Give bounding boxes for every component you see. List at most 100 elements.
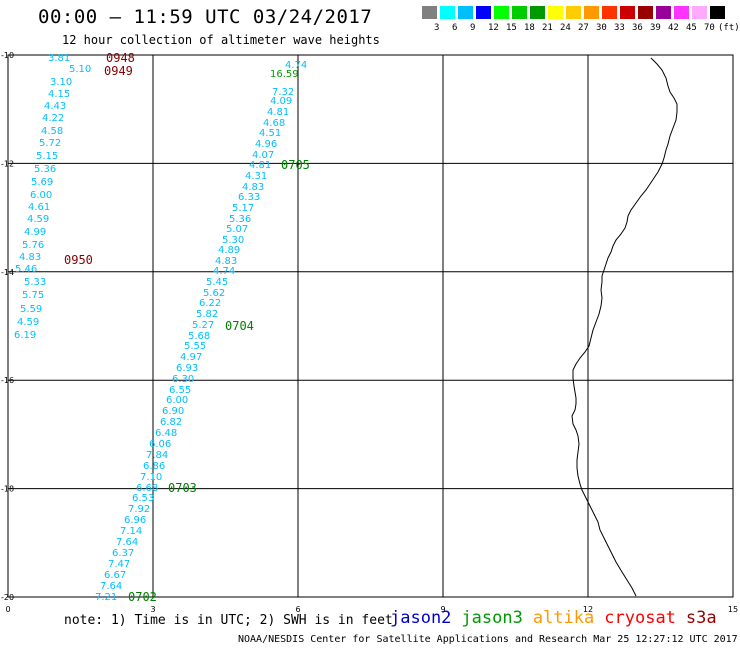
wave-height-value: 4.51 [259,128,281,139]
wave-height-value: 5.55 [184,341,206,352]
x-tick-label: 0 [5,605,10,614]
wave-height-value: 4.99 [24,227,46,238]
x-tick-label: 15 [728,605,738,614]
wave-height-value: 4.89 [218,245,240,256]
wave-height-value: 6.00 [166,395,188,406]
color-scale-cell [512,6,527,19]
color-scale-unit: (ft) [718,23,740,33]
wave-height-value: 5.46 [15,264,37,275]
wave-height-value: 4.43 [44,101,66,112]
wave-height-value: 6.06 [149,439,171,450]
wave-height-value: 4.31 [245,171,267,182]
legend-jason2: jason2 [390,608,452,628]
y-tick-label: -14 [1,268,14,277]
wave-height-value: 5.15 [36,151,58,162]
wave-height-value: 6.82 [160,417,182,428]
wave-height-value: 5.76 [22,240,44,251]
color-scale-label: 12 [488,23,499,33]
wave-height-value: 5.07 [226,224,248,235]
y-tick-label: -10 [1,51,14,60]
wave-height-value: 7.92 [128,504,150,515]
axis-labels: 0 3 6 9 12 15 -10 -12 -14 -16 -18 -20 [1,51,738,614]
color-scale-label: 30 [596,23,607,33]
wave-height-value: 6.19 [14,330,36,341]
wave-height-value: 4.22 [42,113,64,124]
wave-height-value: 6.00 [30,190,52,201]
wave-height-value: 4.83 [19,252,41,263]
wave-height-value: 6.37 [112,548,134,559]
color-scale-cell [620,6,635,19]
x-tick-label: 6 [295,605,300,614]
page-title: 00:00 – 11:59 UTC 03/24/2017 [38,6,373,28]
wave-height-value: 7.14 [120,526,142,537]
color-scale-cell [638,6,653,19]
color-scale-cell [422,6,437,19]
time-label: 0704 [225,319,254,333]
wave-height-value: 5.30 [222,235,244,246]
y-tick-label: -20 [1,593,14,602]
color-scale-label: 36 [632,23,643,33]
wave-height-value: 4.74 [285,60,307,71]
wave-height-value: 6.86 [143,461,165,472]
wave-height-value: 5.69 [31,177,53,188]
color-scale-cell [710,6,725,19]
wave-height-value: 4.68 [263,118,285,129]
wave-height-value: 3.10 [50,77,72,88]
color-scale-cell [476,6,491,19]
wave-height-value: 6.55 [169,385,191,396]
color-scale-cell [494,6,509,19]
wave-height-value: 5.36 [34,164,56,175]
wave-height-value: 4.81 [267,107,289,118]
color-scale-cell [656,6,671,19]
wave-height-value: 5.27 [192,320,214,331]
wave-height-value: 4.83 [242,182,264,193]
time-label: 0702 [128,590,157,604]
color-scale-label: 18 [524,23,535,33]
wave-height-value: 5.45 [206,277,228,288]
time-label: 0950 [64,253,93,267]
color-scale-label: 33 [614,23,625,33]
wave-height-value: 7.47 [108,559,130,570]
color-scale-cell [692,6,707,19]
color-scale-cell [458,6,473,19]
time-label: 0949 [104,64,133,78]
color-scale-cell [440,6,455,19]
wave-height-value: 5.82 [196,309,218,320]
wave-height-value: 4.09 [270,96,292,107]
wave-height-value: 6.22 [199,298,221,309]
color-scale-label: 42 [668,23,679,33]
wave-height-value: 5.59 [20,304,42,315]
color-scale-label: 9 [470,23,476,33]
x-tick-label: 9 [440,605,445,614]
x-tick-label: 12 [583,605,593,614]
color-scale-label: 24 [560,23,571,33]
wave-height-value: 6.68 [136,483,158,494]
wave-height-value: 4.96 [255,139,277,150]
wave-height-value: 4.83 [215,256,237,267]
wave-height-value: 6.93 [176,363,198,374]
color-scale-label: 39 [650,23,661,33]
wave-height-value: 16.59 [270,69,299,80]
wave-height-value: 6.48 [155,428,177,439]
wave-height-value: 4.81 [249,160,271,171]
color-scale-label: 15 [506,23,517,33]
color-scale-label: 3 [434,23,440,33]
wave-height-value: 7.84 [146,450,168,461]
time-label: 0705 [281,158,310,172]
wave-height-value: 7.64 [100,581,122,592]
legend-s3a: s3a [685,608,717,628]
color-scale-label: 70 [704,23,715,33]
satellite-legend: jason2 jason3 altika cryosat s3a [390,608,727,628]
color-scale-label: 45 [686,23,697,33]
wave-height-value: 6.90 [162,406,184,417]
legend-altika: altika [532,608,595,628]
color-scale-cell [530,6,545,19]
wave-height-value: 5.68 [188,331,210,342]
wave-height-value: 7.21 [95,592,117,603]
legend-jason3: jason3 [461,608,523,628]
wave-height-value: 6.96 [124,515,146,526]
wave-height-value: 4.07 [252,150,274,161]
color-scale-cell [566,6,581,19]
y-tick-label: -16 [1,376,14,385]
